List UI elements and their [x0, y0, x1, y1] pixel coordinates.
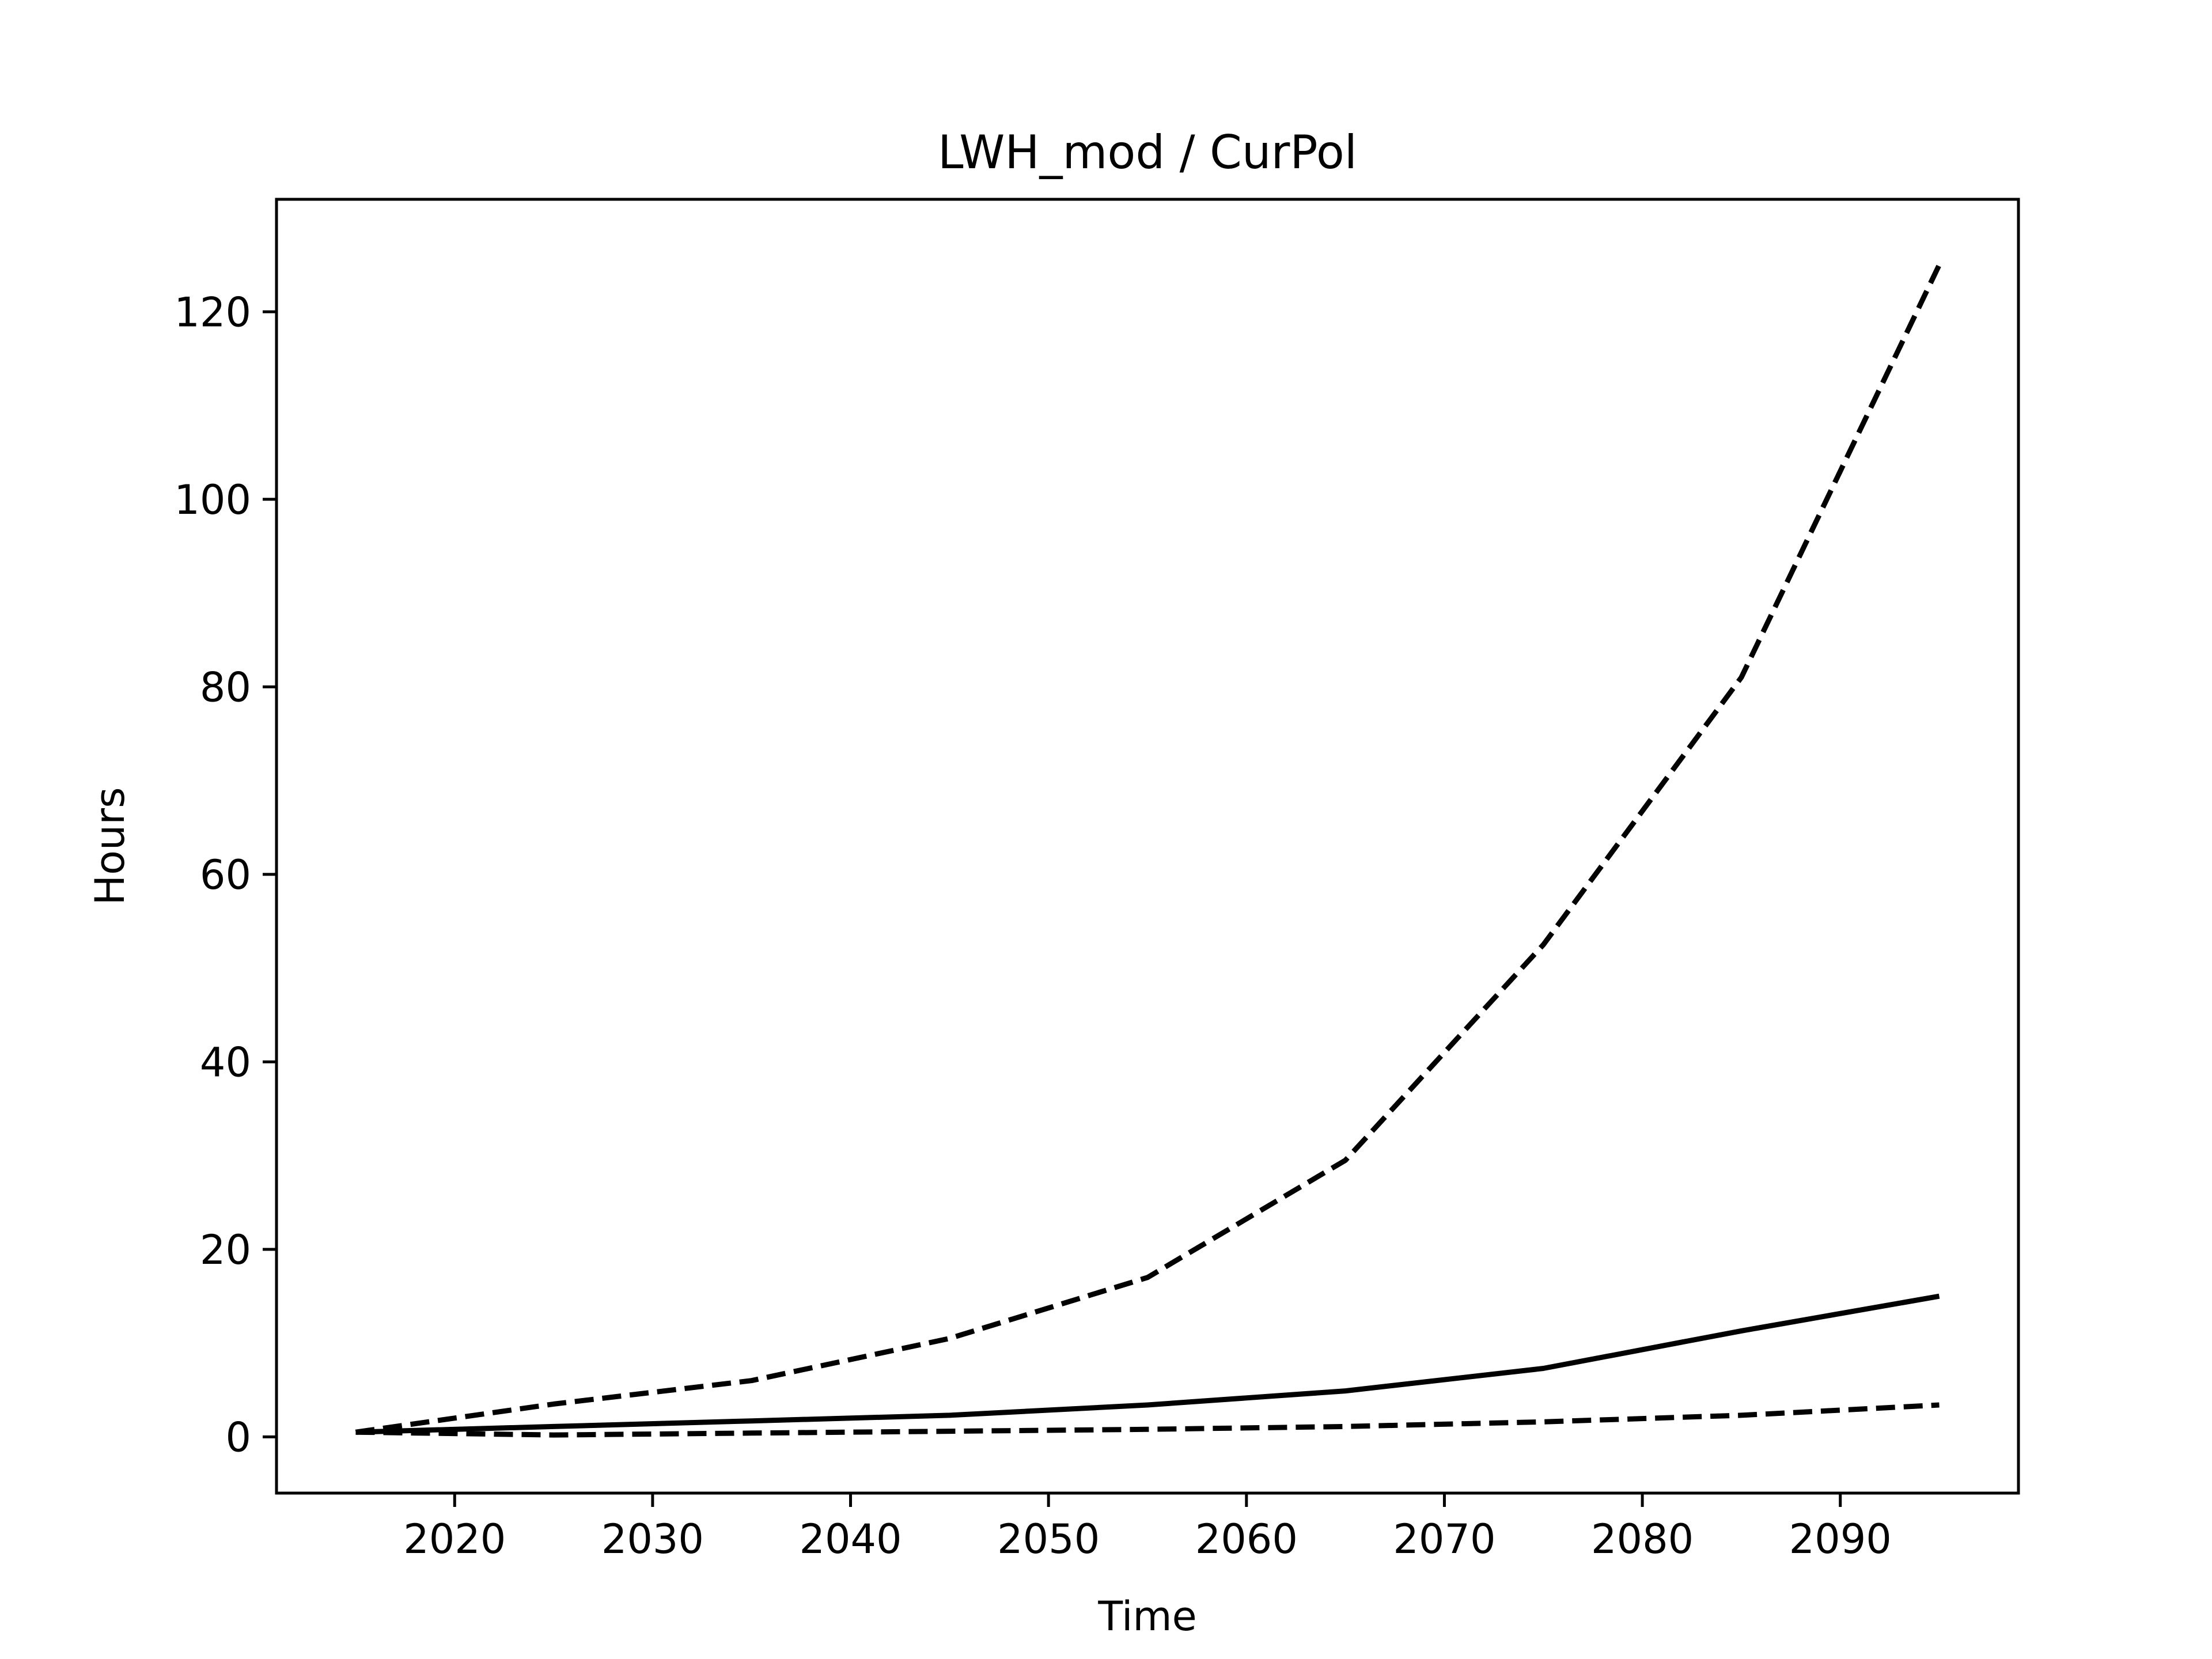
x-axis-ticks: 2020 2030 2040 2050 2060 2070 2080 2090 — [403, 1493, 1892, 1563]
series-line-2 — [355, 1293, 1940, 1435]
y-tick-label: 120 — [174, 289, 251, 336]
series-line-3 — [355, 1402, 1940, 1438]
x-tick-label: 2050 — [997, 1516, 1100, 1563]
x-tick-label: 2040 — [799, 1516, 902, 1563]
y-tick-label: 40 — [200, 1039, 251, 1086]
series-layer — [355, 263, 1942, 1438]
y-tick-label: 60 — [200, 851, 251, 899]
x-tick-label: 2060 — [1195, 1516, 1298, 1563]
y-axis-ticks: 0 20 40 60 80 100 120 — [174, 289, 276, 1461]
x-tick-label: 2020 — [403, 1516, 506, 1563]
x-tick-label: 2080 — [1591, 1516, 1694, 1563]
x-tick-label: 2030 — [601, 1516, 704, 1563]
y-tick-label: 0 — [225, 1414, 251, 1461]
x-axis-label: Time — [1097, 1593, 1196, 1640]
y-axis-label: Hours — [86, 787, 134, 905]
y-tick-label: 100 — [174, 476, 251, 524]
y-tick-label: 80 — [200, 664, 251, 711]
chart-title: LWH_mod / CurPol — [938, 126, 1357, 179]
series-line-1 — [355, 263, 1942, 1435]
plot-frame — [275, 198, 2020, 1495]
x-tick-label: 2090 — [1789, 1516, 1892, 1563]
x-tick-label: 2070 — [1393, 1516, 1495, 1563]
y-tick-label: 20 — [200, 1226, 251, 1274]
